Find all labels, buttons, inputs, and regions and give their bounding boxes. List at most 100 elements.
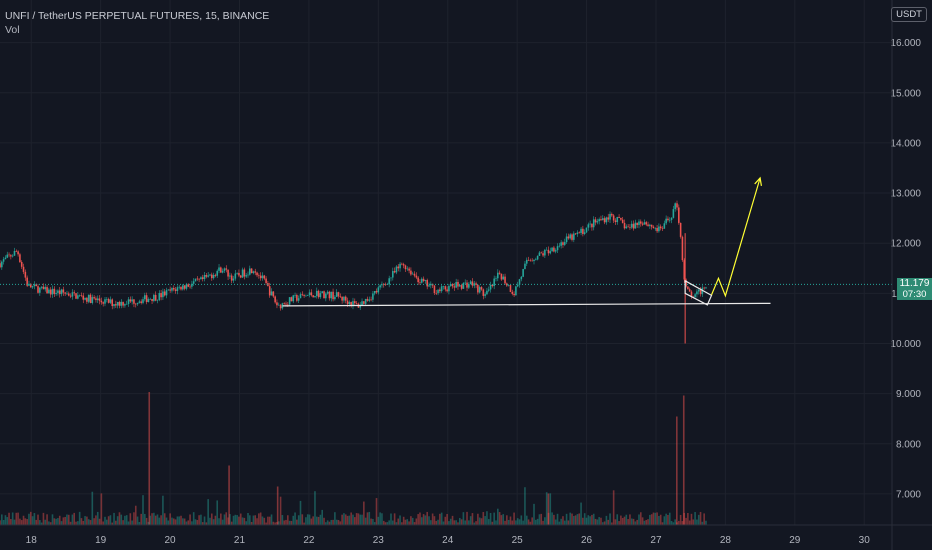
volume-bar <box>372 518 374 525</box>
price-tick-label: 14.000 <box>890 138 921 149</box>
candle-body <box>64 292 66 294</box>
volume-bar <box>623 516 626 525</box>
candle-body <box>571 234 573 240</box>
candle-body <box>393 271 396 273</box>
candle-body <box>136 302 139 305</box>
candle-body <box>78 295 81 296</box>
volume-bar <box>301 514 304 525</box>
candle-body <box>609 213 611 220</box>
candle-body <box>672 209 675 218</box>
candle-body <box>641 223 644 225</box>
volume-bar <box>344 514 347 525</box>
candle-body <box>200 277 202 280</box>
candle-body <box>144 295 146 300</box>
candle-body <box>573 233 575 240</box>
candle-body <box>84 297 86 300</box>
candle-body <box>435 293 438 294</box>
candle-body <box>60 289 63 295</box>
candle-body <box>379 285 381 288</box>
volume-bar <box>200 514 202 525</box>
volume-bar <box>158 517 161 525</box>
time-axis[interactable]: 18 19 20 21 22 23 24 25 26 27 28 29 30 <box>0 524 932 546</box>
volume-bar <box>185 521 188 525</box>
candle-body <box>359 305 362 308</box>
volume-bar <box>149 515 152 525</box>
volume-bar <box>0 520 1 525</box>
volume-bar <box>614 519 617 525</box>
price-axis[interactable]: 16.00015.00014.00013.00012.00011.00010.0… <box>890 0 921 550</box>
volume-bar <box>57 518 59 525</box>
volume-bar <box>643 520 646 525</box>
candle-body <box>611 213 613 216</box>
volume-bar <box>33 513 36 525</box>
volume-bar <box>308 514 311 525</box>
price-tick-label: 7.000 <box>896 489 921 500</box>
candle-body <box>272 291 275 297</box>
candle-body <box>576 232 579 235</box>
candle-body <box>515 286 517 296</box>
candle-body <box>118 301 121 306</box>
volume-bar <box>4 515 7 525</box>
candle-body <box>189 286 191 288</box>
last-price-value: 11.179 <box>899 278 930 290</box>
volume-bar <box>162 495 164 525</box>
candle-body <box>279 304 282 309</box>
candle-body <box>125 303 128 305</box>
volume-bar <box>118 512 121 525</box>
volume-bar <box>205 522 208 525</box>
volume-bar <box>317 516 320 525</box>
candle-body <box>623 222 626 229</box>
candle-body <box>544 249 546 256</box>
volume-bar <box>10 519 12 525</box>
volume-bar <box>151 513 153 525</box>
candle-body <box>621 219 624 223</box>
candle-body <box>337 292 340 297</box>
candle-body <box>314 295 316 298</box>
candle-body <box>560 242 562 246</box>
chart-drawings <box>0 176 892 307</box>
symbol-title[interactable]: UNFI / TetherUS PERPETUAL FUTURES, 15, B… <box>5 10 270 22</box>
candle-body <box>344 296 347 301</box>
volume-indicator-label[interactable]: Vol <box>5 24 20 36</box>
candle-body <box>616 216 619 223</box>
volume-bar <box>502 514 505 525</box>
volume-bar <box>486 511 488 525</box>
volume-bar <box>348 515 351 525</box>
price-tick-label: 16.000 <box>890 38 921 49</box>
candle-body <box>22 266 25 272</box>
volume-bar <box>303 522 305 525</box>
candle-body <box>545 249 548 251</box>
volume-bar <box>46 514 48 525</box>
candle-body <box>634 222 637 229</box>
volume-bar <box>567 520 570 525</box>
volume-bar <box>236 515 238 525</box>
currency-button[interactable]: USDT <box>891 7 927 22</box>
volume-bar <box>17 512 19 525</box>
volume-bar <box>122 520 124 525</box>
volume-bar <box>95 515 97 525</box>
time-tick-label: 25 <box>512 535 524 546</box>
candle-body <box>658 226 660 232</box>
candle-body <box>487 289 490 291</box>
candle-body <box>627 226 629 228</box>
candle-body <box>502 276 505 280</box>
volume-bar <box>406 519 409 525</box>
candle-body <box>93 297 95 299</box>
candle-body <box>296 294 298 301</box>
volume-bar <box>442 521 445 525</box>
volume-bar <box>507 519 510 525</box>
volume-bar <box>116 516 119 525</box>
candle-body <box>71 292 74 297</box>
candle-body <box>580 228 582 233</box>
volume-bar <box>20 520 23 525</box>
candle-body <box>516 284 519 287</box>
candle-body <box>133 299 135 304</box>
volume-bar <box>489 512 492 525</box>
volume-bar <box>267 516 269 525</box>
candle-body <box>551 247 553 252</box>
volume-bar <box>178 516 181 525</box>
volume-bar <box>86 516 88 525</box>
candle-body <box>410 270 412 275</box>
volume-bar <box>511 520 514 525</box>
